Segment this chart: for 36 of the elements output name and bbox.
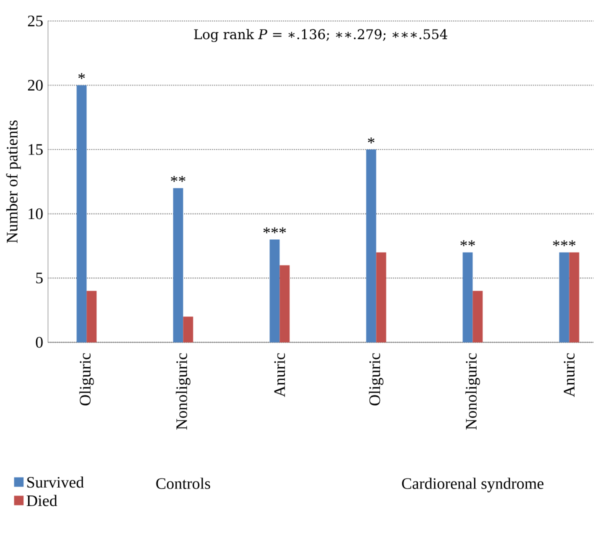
text: Controls: [156, 478, 210, 489]
x-tick-label: Nonoliguric: [176, 353, 190, 430]
bar: [376, 252, 386, 342]
bar: [366, 150, 376, 342]
data-label: *: [368, 137, 374, 144]
data-label: ***: [263, 227, 286, 234]
x-tick-label: Oliguric: [79, 353, 94, 406]
data-label: **: [170, 176, 186, 182]
y-axis-title: Number of patients: [6, 120, 21, 243]
x-tick-label: Anuric: [274, 353, 286, 398]
bar: [559, 252, 570, 342]
y-tick-label: 25: [28, 16, 43, 26]
text: Cardiorenal syndrome: [402, 478, 544, 492]
bar: [76, 85, 87, 342]
bar: [569, 252, 580, 342]
y-tick-label: 20: [28, 80, 43, 91]
bar: [173, 188, 184, 342]
legend-label: Died: [26, 494, 58, 506]
y-tick-label: 5: [36, 272, 43, 284]
bar: [280, 265, 290, 342]
data-label: *: [78, 73, 85, 80]
legend-label: Survived: [27, 476, 84, 488]
data-label: ***: [552, 240, 576, 246]
bar: [86, 290, 97, 342]
y-tick-label: 0: [36, 336, 43, 348]
data-label: **: [460, 240, 475, 246]
x-tick-label: Anuric: [564, 353, 575, 398]
bar: [472, 290, 483, 342]
y-tick-label: 15: [28, 144, 43, 155]
y-tick-label: 10: [28, 208, 43, 220]
bar: [183, 316, 194, 342]
bar: [270, 240, 280, 342]
x-tick-label: Oliguric: [368, 353, 384, 406]
bar: [462, 252, 473, 342]
x-tick-label: Nonoliguric: [465, 353, 480, 430]
text: Log rank P = ∗.136; ∗∗.279; ∗∗∗.554: [194, 28, 448, 42]
